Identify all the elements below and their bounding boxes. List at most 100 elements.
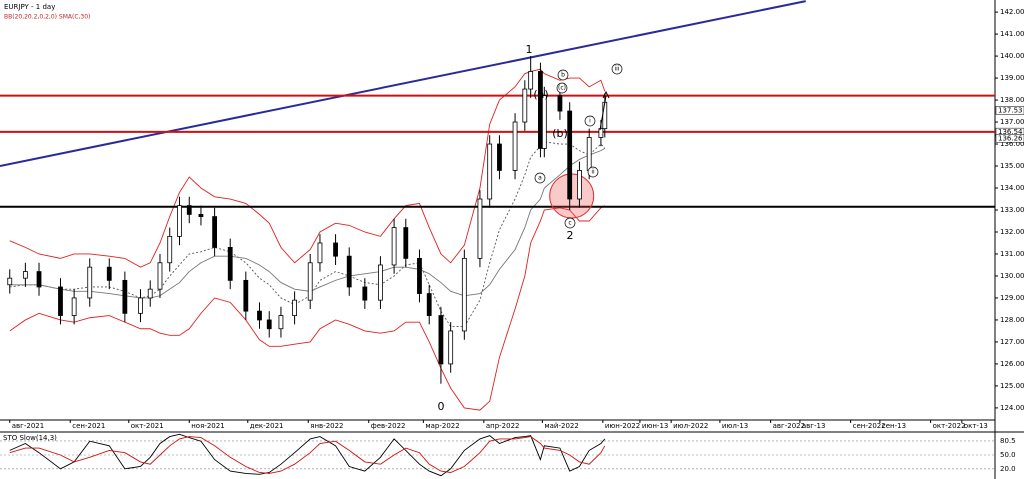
stochastic-tick-label: 50.0 xyxy=(1000,451,1016,459)
price-tag-label: 137.53 xyxy=(998,106,1023,114)
candle-body xyxy=(257,310,262,321)
x-tick-label: авг-2021 xyxy=(12,422,44,430)
candle-body xyxy=(577,170,582,200)
wave-label: (b) xyxy=(552,127,568,140)
candle-body xyxy=(177,205,182,237)
x-tick-label: фев-2022 xyxy=(371,422,406,430)
y-tick-label: 129.00 xyxy=(1000,294,1024,302)
wave-label: i xyxy=(589,118,591,125)
wave-label: a xyxy=(538,175,542,182)
x-tick-label: сен-13 xyxy=(882,422,906,430)
candle-body xyxy=(426,293,432,316)
projection-arrow xyxy=(599,90,610,131)
x-tick-label: мар-2022 xyxy=(425,422,459,430)
candle-body xyxy=(522,88,528,123)
candle-body xyxy=(58,286,63,316)
candle-body xyxy=(198,213,204,217)
stochastic-tick-label: 20.0 xyxy=(1000,465,1016,473)
annotation-circle xyxy=(556,82,568,94)
candle-body xyxy=(212,216,218,248)
x-tick-label: янв-2022 xyxy=(310,422,343,430)
x-tick-label: дек-2021 xyxy=(250,422,284,430)
wave-label: c xyxy=(568,220,571,227)
x-tick-label: сен-2021 xyxy=(72,422,105,430)
candle-body xyxy=(106,266,112,281)
x-tick-label: июн-13 xyxy=(642,422,668,430)
candle-body xyxy=(528,71,534,90)
chart-title: EURJPY - 1 day xyxy=(4,3,55,11)
price-tag-label: 136.54 xyxy=(998,128,1023,136)
candle-body xyxy=(186,205,192,215)
wave-label: (c) xyxy=(558,85,566,92)
stochastic-line xyxy=(9,433,606,477)
candle-body xyxy=(147,288,153,299)
candle-body xyxy=(278,315,284,330)
price-tag-label: 136.26 xyxy=(998,134,1023,142)
x-tick-label: авг-2022 xyxy=(773,422,805,430)
y-tick-label: 125.00 xyxy=(1000,382,1024,390)
wave-label: 1 xyxy=(526,43,533,56)
candle-body xyxy=(7,277,13,286)
annotation-circle xyxy=(557,69,569,81)
indicator-label: BB(20,20.2,0,2,0) SMA(C,30) xyxy=(4,14,90,21)
candle-body xyxy=(167,235,173,264)
candle-body xyxy=(461,257,467,332)
y-tick-label: 138.00 xyxy=(1000,96,1024,104)
candle-body xyxy=(403,227,409,259)
candle-body xyxy=(317,242,323,264)
y-tick-label: 140.00 xyxy=(1000,52,1024,60)
candle-body xyxy=(36,271,42,288)
stochastic-title: STO Slow(14,3) xyxy=(3,434,57,442)
x-tick-label: окт-13 xyxy=(964,422,988,430)
candle-body xyxy=(346,255,352,288)
y-tick-label: 127.00 xyxy=(1000,338,1024,346)
candle-body xyxy=(448,330,454,365)
candle-body xyxy=(557,95,563,112)
wave-label: 2 xyxy=(567,229,574,242)
candle-body xyxy=(538,71,543,149)
candle-body xyxy=(586,137,592,171)
x-tick-label: окт-2021 xyxy=(131,422,164,430)
x-tick-label: апр-2022 xyxy=(486,422,520,430)
y-tick-label: 133.00 xyxy=(1000,206,1024,214)
candle-body xyxy=(417,257,422,294)
y-tick-label: 135.00 xyxy=(1000,162,1024,170)
y-tick-label: 134.00 xyxy=(1000,184,1024,192)
candle-body xyxy=(487,143,493,200)
candle-body xyxy=(541,95,547,149)
candle-body xyxy=(122,279,128,314)
x-tick-label: июл-13 xyxy=(722,422,748,430)
candle-body xyxy=(22,271,28,279)
candle-body xyxy=(87,266,93,299)
annotation-circle xyxy=(564,217,576,229)
candle-body xyxy=(243,279,249,312)
candle-body xyxy=(266,319,272,330)
x-tick-label: ноя-2021 xyxy=(191,422,224,430)
x-tick-label: июн-2022 xyxy=(605,422,640,430)
wave-label: iii xyxy=(614,66,619,73)
stochastic-line xyxy=(9,436,606,474)
y-tick-label: 139.00 xyxy=(1000,74,1024,82)
wave-label: (a) xyxy=(533,88,548,101)
y-tick-label: 132.00 xyxy=(1000,228,1024,236)
annotation-circle xyxy=(587,166,599,178)
wave-label: b xyxy=(561,72,565,79)
candle-body xyxy=(477,198,483,259)
candle-body xyxy=(307,262,313,301)
y-tick-label: 142.00 xyxy=(1000,8,1024,16)
candle-body xyxy=(567,110,573,200)
wave-label: ii xyxy=(591,169,595,176)
candle-body xyxy=(512,121,518,171)
y-tick-label: 137.00 xyxy=(1000,118,1024,126)
x-tick-label: июл-2022 xyxy=(673,422,708,430)
indicator-line xyxy=(9,205,606,411)
stochastic-tick-label: 80.5 xyxy=(1000,437,1016,445)
candle-body xyxy=(292,299,297,316)
candle-body xyxy=(157,262,163,290)
candle-body xyxy=(362,286,368,301)
trend-line xyxy=(0,0,806,168)
candle-body xyxy=(71,297,77,316)
